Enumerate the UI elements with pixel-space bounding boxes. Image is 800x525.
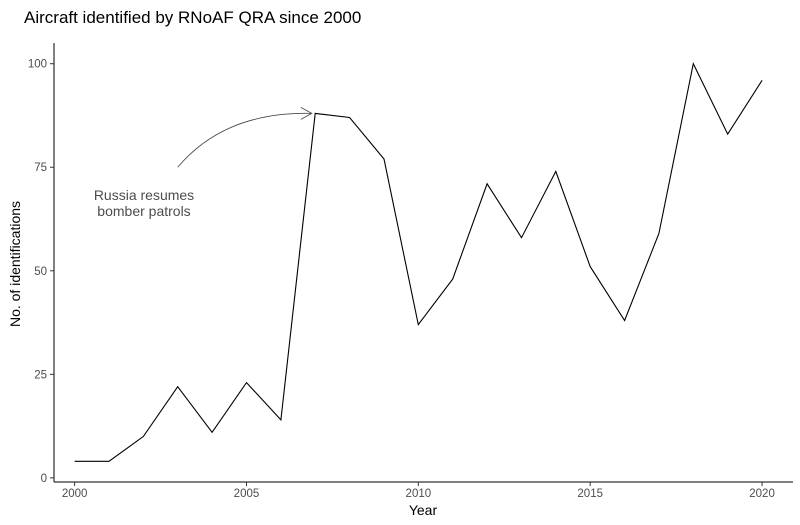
series-layer xyxy=(74,62,763,462)
chart-title: Aircraft identified by RNoAF QRA since 2… xyxy=(24,8,361,27)
y-axis: 0 25 50 75 100 xyxy=(28,43,55,485)
y-tick-label: 75 xyxy=(34,162,47,174)
y-axis-title: No. of identifications xyxy=(7,201,23,327)
annotation-text: Russia resumes xyxy=(94,187,194,203)
y-tick-label: 0 xyxy=(41,473,47,485)
x-tick-label: 2005 xyxy=(234,488,260,500)
y-tick-label: 25 xyxy=(34,369,47,381)
x-tick-label: 2015 xyxy=(577,488,603,500)
series-line xyxy=(74,62,763,462)
arrow-head-icon xyxy=(300,107,313,120)
y-tick-label: 100 xyxy=(28,59,47,71)
x-tick-label: 2010 xyxy=(406,488,432,500)
x-tick-label: 2020 xyxy=(749,488,775,500)
annotation-text: bomber patrols xyxy=(97,203,190,219)
y-tick-label: 50 xyxy=(34,266,47,278)
annotation-arrow xyxy=(177,112,312,168)
x-axis-title: Year xyxy=(409,502,438,518)
x-tick-label: 2000 xyxy=(62,488,88,500)
x-axis: 2000 2005 2010 2015 2020 xyxy=(54,481,793,500)
